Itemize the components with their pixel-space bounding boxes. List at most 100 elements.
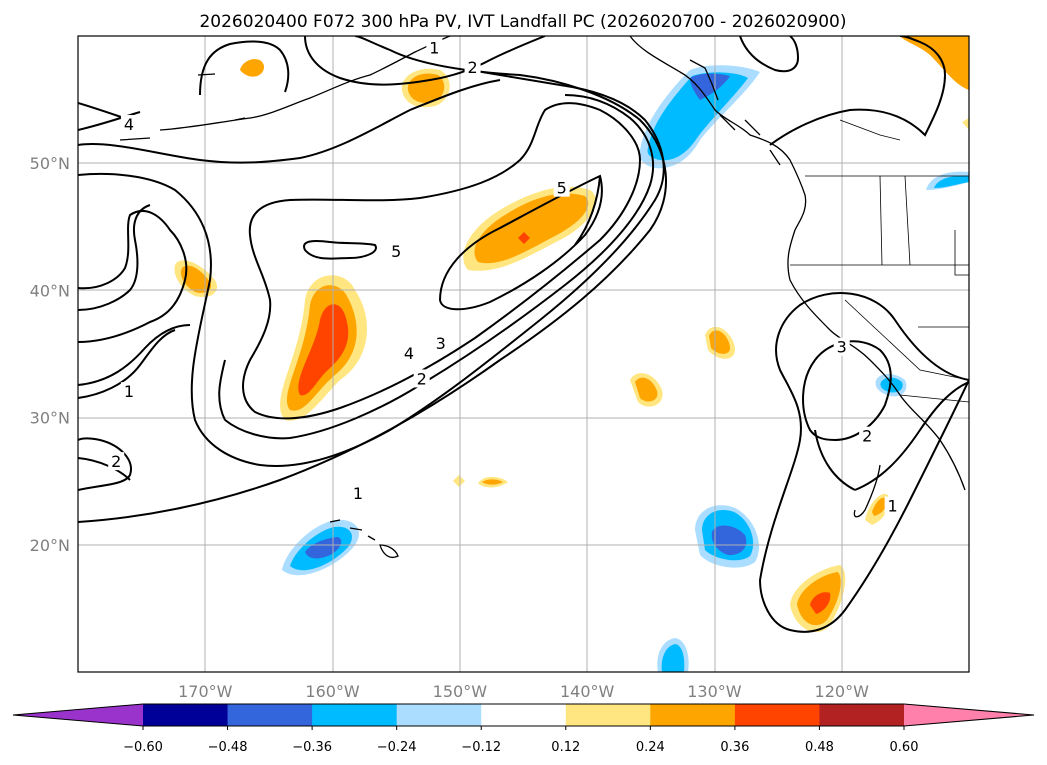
contour-label-background <box>426 38 443 57</box>
colorbar-tick-label: 0.12 <box>551 740 580 755</box>
contour-label-background <box>413 369 430 388</box>
contour-label-background <box>400 344 417 362</box>
pv-contour-4-east-arm <box>574 175 601 246</box>
colorbar-tick-label: −0.48 <box>208 740 248 755</box>
positive-anomaly-shading-core <box>298 304 349 396</box>
pv-contour-1-east-lower <box>759 379 969 633</box>
pv-contour-2-bering <box>199 40 290 96</box>
pv-contour-alaska <box>739 36 800 73</box>
positive-anomaly-shading-mid <box>474 193 589 264</box>
colorbar-tick-label: −0.24 <box>377 740 417 755</box>
negative-anomaly-shading-mid <box>934 175 969 188</box>
x-tick-label: 170°W <box>178 682 233 701</box>
colorbar-segment <box>143 704 229 726</box>
pv-contour-4-west <box>78 210 188 343</box>
colorbar-segment <box>819 704 905 726</box>
pv-contour-label: 5 <box>391 242 401 261</box>
x-tick-label: 120°W <box>815 682 870 701</box>
state-border-california-nevada <box>844 299 969 381</box>
pv-contour-2-east <box>814 381 969 491</box>
gridlines <box>78 36 969 672</box>
colorbar <box>12 703 1035 727</box>
inside-passage-islands <box>689 59 781 166</box>
pv-contour-label: 4 <box>404 344 414 363</box>
political-borders <box>790 119 969 403</box>
pv-contour-4 <box>242 102 642 420</box>
pv-contour-label: 2 <box>862 427 872 446</box>
pv-contour-1-west <box>78 324 191 399</box>
negative-anomaly-shading-mid <box>647 72 748 161</box>
contour-label-background <box>120 115 137 134</box>
x-tick-label: 130°W <box>687 682 742 701</box>
colorbar-tick-label: 0.24 <box>636 740 665 755</box>
x-tick-label: 140°W <box>560 682 615 701</box>
contour-label-background <box>388 242 405 261</box>
positive-anomaly-shading-mid <box>482 479 503 485</box>
pv-contours <box>78 36 969 633</box>
negative-anomaly-shading-mid <box>661 644 685 672</box>
negative-anomaly-shading-core <box>690 73 730 100</box>
pv-contour-label: 2 <box>111 452 121 471</box>
contour-label-background <box>859 426 876 445</box>
colorbar-segment <box>312 704 398 726</box>
contour-label-background <box>108 452 125 471</box>
ivt-pc-shading <box>174 36 969 672</box>
pv-contour-label: 5 <box>557 179 567 198</box>
pv-contour-5-small <box>303 240 377 260</box>
pv-contour-label: 4 <box>124 115 134 134</box>
positive-anomaly-shading-mid <box>900 36 969 90</box>
colorbar-tick-labels: −0.60 −0.48 −0.36 −0.24 −0.12 0.12 0.24 0.36 0.4… <box>123 726 918 755</box>
colorbar-segment <box>481 704 567 726</box>
colorbar-tick-label: −0.60 <box>123 740 163 755</box>
contour-label-background <box>833 337 850 356</box>
positive-anomaly-shading-mid <box>180 265 211 293</box>
colorbar-segment <box>650 704 736 726</box>
pv-contour-5-west <box>78 204 151 311</box>
positive-anomaly-shading-mid <box>635 377 658 402</box>
x-axis-tick-labels: 170°W 160°W 150°W 140°W 130°W 120°W <box>178 682 869 701</box>
pv-contour-3 <box>218 94 655 440</box>
pv-contour-1-east <box>759 292 969 581</box>
positive-anomaly-shading-outer <box>962 118 969 130</box>
y-axis-tick-labels: 20°N 30°N 40°N 50°N <box>30 154 70 555</box>
negative-anomaly-shading-mid <box>880 377 903 393</box>
hawaiian-islands <box>329 519 399 559</box>
negative-anomaly-shading-core <box>711 525 747 556</box>
colorbar-extend-low <box>13 704 143 726</box>
map-frame <box>77 35 970 673</box>
contour-label-background <box>464 57 481 76</box>
positive-anomaly-shading-mid <box>407 73 445 103</box>
coastlines <box>119 36 966 559</box>
pv-contour-label: 1 <box>888 497 898 516</box>
pv-contour-northeast <box>769 36 947 146</box>
colorbar-tick-label: 0.48 <box>805 740 834 755</box>
y-tick-label: 30°N <box>30 409 70 428</box>
colorbar-extend-high <box>904 704 1034 726</box>
negative-anomaly-shading-core <box>305 537 342 559</box>
pv-contour-label: 1 <box>429 39 439 58</box>
y-tick-label: 40°N <box>30 281 70 300</box>
colorbar-tick-label: −0.36 <box>292 740 332 755</box>
pv-contour-1 <box>78 36 667 523</box>
pv-contour-1-north <box>304 36 546 86</box>
positive-anomaly-shading-core <box>518 232 530 244</box>
pv-contour-label: 2 <box>417 369 427 388</box>
positive-anomaly-shading-mid <box>709 330 731 354</box>
colorbar-segment <box>396 704 482 726</box>
pv-contour-label: 3 <box>436 334 446 353</box>
us-mexico-border <box>899 394 969 403</box>
positive-anomaly-shading-outer <box>453 475 465 487</box>
y-tick-label: 20°N <box>30 536 70 555</box>
positive-anomaly-shading-core <box>810 592 831 614</box>
positive-anomaly-shading-mid <box>240 59 265 77</box>
colorbar-segment <box>734 704 820 726</box>
alaska-aleutians-coastline <box>159 36 451 131</box>
contour-label-background <box>120 382 137 401</box>
colorbar-tick-label: 0.60 <box>890 740 919 755</box>
contour-label-background <box>350 483 367 502</box>
pv-contour-label: 1 <box>353 484 363 503</box>
state-borders-interior <box>839 119 969 276</box>
